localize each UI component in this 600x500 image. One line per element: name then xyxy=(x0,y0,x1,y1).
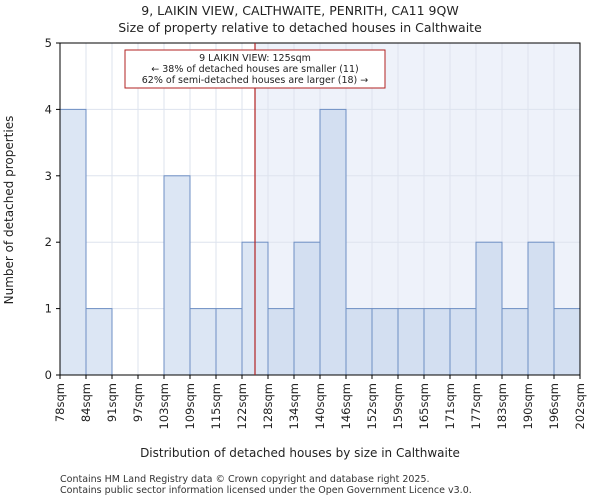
x-tick-label: 134sqm xyxy=(287,383,301,429)
x-tick-label: 165sqm xyxy=(417,383,431,429)
chart-title: 9, LAIKIN VIEW, CALTHWAITE, PENRITH, CA1… xyxy=(141,3,458,18)
x-tick-label: 152sqm xyxy=(365,383,379,429)
x-tick-label: 159sqm xyxy=(391,383,405,429)
x-tick-label: 115sqm xyxy=(209,383,223,429)
footer-licence: Contains public sector information licen… xyxy=(60,485,472,496)
bar-146sqm xyxy=(345,308,373,376)
x-axis-label: Distribution of detached houses by size … xyxy=(140,446,460,460)
annotation-smaller: ← 38% of detached houses are smaller (11… xyxy=(151,64,358,75)
annotation-box xyxy=(124,49,386,89)
x-tick-label: 97sqm xyxy=(131,383,145,422)
bar-183sqm xyxy=(501,308,529,376)
x-tick-label: 140sqm xyxy=(313,383,327,429)
x-tick-label: 128sqm xyxy=(261,383,275,429)
bar-196sqm xyxy=(553,308,581,376)
y-tick-label: 5 xyxy=(45,36,52,50)
chart-subtitle: Size of property relative to detached ho… xyxy=(118,20,482,35)
x-tick-label: 196sqm xyxy=(547,383,561,429)
bar-103sqm xyxy=(163,175,191,376)
bar-128sqm xyxy=(267,308,295,376)
x-tick-label: 84sqm xyxy=(79,383,93,422)
plot-area: 0 1 2 3 4 5 78sqm 84sqm 91sqm 97sqm 103sqm 109sqm 11… xyxy=(45,36,587,429)
x-tick-label: 171sqm xyxy=(443,383,457,429)
annotation-title: 9 LAIKIN VIEW: 125sqm xyxy=(199,53,311,64)
bar-190sqm xyxy=(527,241,555,376)
x-tick-label: 109sqm xyxy=(183,383,197,429)
bar-171sqm xyxy=(449,308,477,376)
x-tick-label: 78sqm xyxy=(53,383,67,422)
bar-109sqm xyxy=(189,308,217,376)
bar-84sqm xyxy=(85,308,113,376)
x-tick-label: 122sqm xyxy=(235,383,249,429)
bar-115sqm xyxy=(215,308,243,376)
bar-177sqm xyxy=(475,241,503,376)
x-tick-label: 190sqm xyxy=(521,383,535,429)
bar-140sqm xyxy=(319,108,347,376)
y-axis-label: Number of detached properties xyxy=(2,116,16,305)
y-tick-label: 0 xyxy=(45,368,52,382)
annotation-larger: 62% of semi-detached houses are larger (… xyxy=(142,75,369,86)
x-tick-label: 183sqm xyxy=(495,383,509,429)
y-tick-label: 1 xyxy=(45,302,52,316)
x-tick-label: 177sqm xyxy=(469,383,483,429)
x-tick-label: 91sqm xyxy=(105,383,119,422)
y-tick-label: 3 xyxy=(45,169,52,183)
x-tick-label: 202sqm xyxy=(573,383,587,429)
bar-165sqm xyxy=(423,308,451,376)
x-tick-label: 146sqm xyxy=(339,383,353,429)
bar-159sqm xyxy=(397,308,425,376)
bar-78sqm xyxy=(59,108,87,376)
y-tick-label: 2 xyxy=(45,235,52,249)
footer-copyright: Contains HM Land Registry data © Crown c… xyxy=(60,474,430,485)
x-tick-label: 103sqm xyxy=(157,383,171,429)
y-tick-label: 4 xyxy=(45,102,52,116)
bar-134sqm xyxy=(293,241,321,376)
bar-152sqm xyxy=(371,308,399,376)
